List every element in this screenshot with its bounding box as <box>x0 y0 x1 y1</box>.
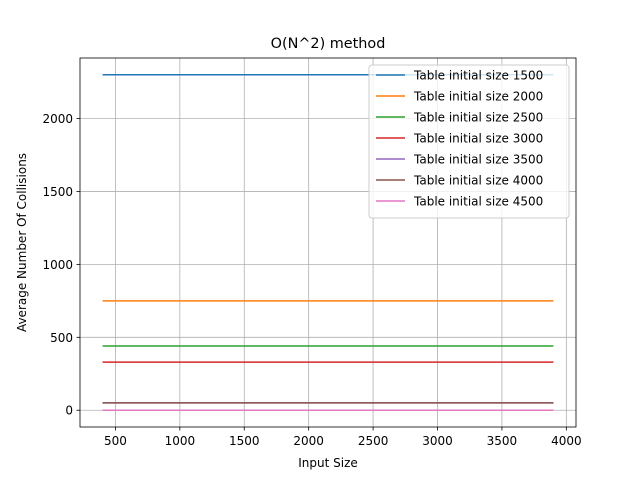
x-tick-label: 3500 <box>487 434 518 448</box>
y-axis-label: Average Number Of Collisions <box>15 153 29 332</box>
x-tick-label: 500 <box>104 434 127 448</box>
legend-label: Table initial size 2500 <box>413 111 543 125</box>
y-tick-label: 2000 <box>42 112 73 126</box>
x-tick-label: 1000 <box>165 434 196 448</box>
x-tick-label: 3000 <box>422 434 453 448</box>
legend-label: Table initial size 4500 <box>413 195 543 209</box>
chart-title: O(N^2) method <box>271 36 386 52</box>
x-axis-ticks: 500 1000 1500 2000 2500 3000 3500 4000 <box>104 427 582 448</box>
legend-label: Table initial size 1500 <box>413 69 543 83</box>
y-tick-label: 1500 <box>42 185 73 199</box>
plot-area-frame <box>79 57 577 428</box>
y-tick-label: 0 <box>65 404 73 418</box>
legend: Table initial size 1500 Table initial siz… <box>368 64 570 219</box>
x-tick-label: 4000 <box>551 434 582 448</box>
y-tick-label: 500 <box>50 331 73 345</box>
legend-label: Table initial size 3000 <box>413 132 543 146</box>
y-tick-label: 1000 <box>42 258 73 272</box>
x-tick-label: 2000 <box>293 434 324 448</box>
x-axis-label: Input Size <box>298 456 358 470</box>
x-tick-label: 2500 <box>358 434 389 448</box>
x-tick-label: 1500 <box>229 434 260 448</box>
y-axis-ticks: 0 500 1000 1500 2000 <box>42 112 80 418</box>
legend-box <box>368 64 570 219</box>
legend-label: Table initial size 2000 <box>413 90 543 104</box>
legend-label: Table initial size 4000 <box>413 174 543 188</box>
legend-label: Table initial size 3500 <box>413 153 543 167</box>
